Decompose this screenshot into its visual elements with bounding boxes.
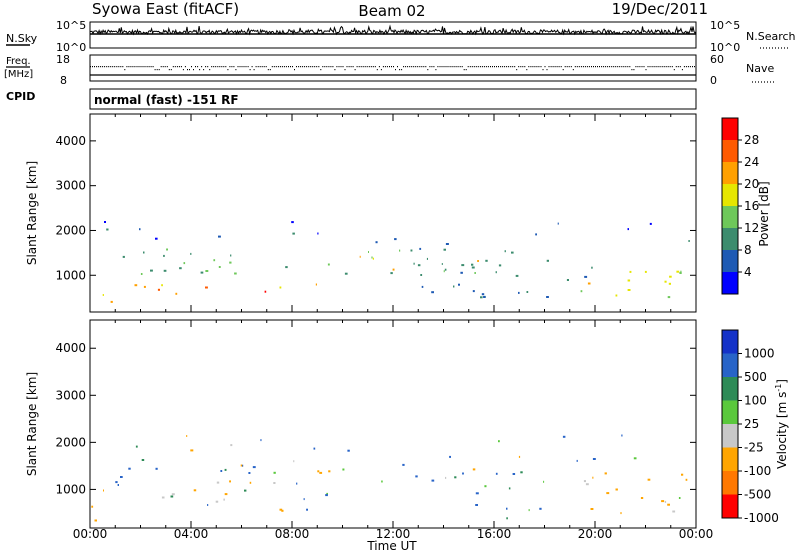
vel-yticks-label: 1000 bbox=[55, 482, 86, 496]
freq-left-label: Freq. bbox=[6, 56, 31, 67]
velocity-yticks: 1000 2000 3000 4000 bbox=[55, 341, 696, 496]
colorbar-swatch bbox=[722, 184, 738, 206]
time-axis-label: Time UT bbox=[366, 539, 417, 553]
power-yticks-label: 3000 bbox=[55, 179, 86, 193]
colorbar-swatch bbox=[722, 377, 738, 401]
vel-yticks-label: 3000 bbox=[55, 388, 86, 402]
cpid-text: normal (fast) -151 RF bbox=[94, 93, 239, 107]
freq-right-tick-bottom: 0 bbox=[710, 74, 717, 87]
colorbar-tick-label: 4 bbox=[744, 265, 752, 279]
colorbar-tick-label: -25 bbox=[744, 441, 764, 455]
colorbar-swatch bbox=[722, 471, 738, 495]
noise-left-label: N.Sky bbox=[6, 32, 38, 45]
colorbar-tick-label: 100 bbox=[744, 394, 767, 408]
velocity-ylabel: Slant Range [km] bbox=[25, 372, 39, 476]
power-colorbar-label: Power [dB] bbox=[757, 181, 771, 246]
time-tick-label: 00:00 bbox=[679, 527, 714, 541]
colorbar-swatch bbox=[722, 400, 738, 424]
vel-yticks-label: 2000 bbox=[55, 435, 86, 449]
time-axis: 00:00 04:00 08:00 12:00 16:00 20:00 00:00 bbox=[73, 527, 714, 541]
velocity-colorbar: 1000 500 100 25 -25 -100 -500 -1000 bbox=[721, 329, 779, 525]
noise-left-tick-bottom: 10^0 bbox=[56, 41, 86, 54]
colorbar-tick-label: 12 bbox=[744, 221, 759, 235]
colorbar-swatch bbox=[722, 228, 738, 250]
velocity-panel: 1000 2000 3000 4000 Slant Range [km] 1000 50… bbox=[25, 319, 789, 529]
colorbar-tick-label: 24 bbox=[744, 155, 759, 169]
noise-left-tick-top: 10^5 bbox=[56, 19, 86, 32]
colorbar-swatch bbox=[722, 330, 738, 354]
freq-left-tick-top: 18 bbox=[56, 53, 70, 66]
colorbar-tick-label: 8 bbox=[744, 243, 752, 257]
velocity-cells bbox=[91, 434, 688, 522]
power-ylabel: Slant Range [km] bbox=[25, 161, 39, 265]
velocity-colorbar-label: Velocity [m s-1] bbox=[774, 379, 789, 469]
cpid-label: CPID bbox=[6, 90, 35, 103]
freq-trace bbox=[90, 66, 696, 76]
date-title: 19/Dec/2011 bbox=[612, 0, 708, 18]
colorbar-swatch bbox=[722, 272, 738, 294]
colorbar-tick-label: 20 bbox=[744, 177, 759, 191]
time-tick-label: 04:00 bbox=[174, 527, 209, 541]
time-tick-label: 08:00 bbox=[275, 527, 310, 541]
power-colorbar: 4 8 12 16 20 24 28 bbox=[721, 117, 759, 295]
power-cells bbox=[102, 221, 690, 303]
colorbar-swatch bbox=[722, 447, 738, 471]
colorbar-swatch bbox=[722, 140, 738, 162]
colorbar-tick-label: 28 bbox=[744, 133, 759, 147]
time-tick-label: 12:00 bbox=[376, 527, 411, 541]
colorbar-swatch bbox=[722, 206, 738, 228]
freq-panel: Freq. [MHz] 18 8 60 0 Nave bbox=[4, 53, 776, 87]
power-yticks-label: 2000 bbox=[55, 223, 86, 237]
time-tick-label: 00:00 bbox=[73, 527, 108, 541]
colorbar-swatch bbox=[722, 424, 738, 448]
freq-left-unit: [MHz] bbox=[4, 69, 33, 80]
time-tick-label: 16:00 bbox=[477, 527, 512, 541]
time-tick-label: 20:00 bbox=[578, 527, 613, 541]
colorbar-swatch bbox=[722, 353, 738, 377]
colorbar-swatch bbox=[722, 162, 738, 184]
freq-right-tick-top: 60 bbox=[710, 53, 724, 66]
colorbar-tick-label: 500 bbox=[744, 370, 767, 384]
velocity-xticks bbox=[89, 320, 697, 528]
colorbar-tick-label: -1000 bbox=[744, 511, 779, 525]
colorbar-tick-label: 25 bbox=[744, 417, 759, 431]
colorbar-swatch bbox=[722, 118, 738, 140]
power-yticks: 1000 2000 3000 4000 bbox=[55, 134, 696, 282]
power-yticks-label: 4000 bbox=[55, 134, 86, 148]
power-yticks-label: 1000 bbox=[55, 268, 86, 282]
nave-label: Nave bbox=[746, 62, 774, 75]
noise-right-tick-top: 10^5 bbox=[710, 19, 740, 32]
noise-right-label: N.Search bbox=[746, 30, 796, 43]
colorbar-tick-label: -500 bbox=[744, 488, 771, 502]
power-panel: 1000 2000 3000 4000 Slant Range [km] 4 8 12 16… bbox=[25, 113, 771, 313]
noise-trace bbox=[89, 24, 697, 36]
colorbar-tick-label: 16 bbox=[744, 199, 759, 213]
freq-left-tick-bottom: 8 bbox=[60, 74, 67, 87]
vel-yticks-label: 4000 bbox=[55, 341, 86, 355]
colorbar-tick-label: -100 bbox=[744, 464, 771, 478]
colorbar-swatch bbox=[722, 250, 738, 272]
power-xticks bbox=[89, 114, 697, 312]
beam-title: Beam 02 bbox=[358, 2, 425, 20]
cpid-panel: normal (fast) -151 RF CPID bbox=[6, 88, 697, 110]
colorbar-tick-label: 1000 bbox=[744, 347, 775, 361]
noise-right-tick-bottom: 10^0 bbox=[710, 41, 740, 54]
noise-panel: N.Sky 10^5 10^0 10^5 10^0 N.Search bbox=[6, 19, 796, 54]
station-title: Syowa East (fitACF) bbox=[92, 0, 239, 18]
colorbar-swatch bbox=[722, 494, 738, 518]
